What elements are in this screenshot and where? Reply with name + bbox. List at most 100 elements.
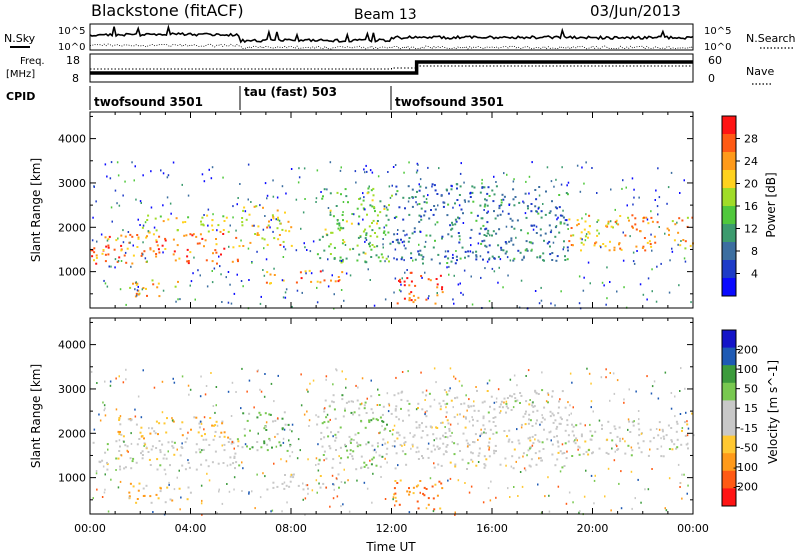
heatmap-cell <box>434 448 436 451</box>
heatmap-cell <box>414 299 417 302</box>
heatmap-cell <box>620 470 622 473</box>
heatmap-cell <box>229 283 231 286</box>
heatmap-cell <box>454 397 456 400</box>
heatmap-cell <box>666 202 668 205</box>
heatmap-cell <box>106 443 109 446</box>
heatmap-cell <box>554 214 557 217</box>
heatmap-cell <box>391 240 394 243</box>
heatmap-cell <box>513 374 516 377</box>
heatmap-cell <box>495 397 498 400</box>
heatmap-cell <box>561 390 564 393</box>
heatmap-cell <box>281 185 284 188</box>
heatmap-cell <box>305 272 307 275</box>
heatmap-cell <box>101 252 104 255</box>
heatmap-cell <box>200 220 202 223</box>
heatmap-cell <box>241 221 244 224</box>
heatmap-cell <box>606 297 608 300</box>
heatmap-cell <box>93 247 96 250</box>
heatmap-cell <box>527 369 530 372</box>
heatmap-cell <box>248 412 251 415</box>
heatmap-cell <box>359 444 362 447</box>
heatmap-cell <box>447 436 449 439</box>
heatmap-cell <box>153 226 156 229</box>
heatmap-cell <box>383 429 386 431</box>
heatmap-cell <box>618 482 620 485</box>
heatmap-cell <box>406 277 409 280</box>
heatmap-cell <box>221 301 223 303</box>
heatmap-cell <box>324 407 326 410</box>
heatmap-cell <box>187 384 190 387</box>
heatmap-cell <box>341 370 343 373</box>
heatmap-cell <box>678 217 681 220</box>
heatmap-cell <box>453 302 455 305</box>
heatmap-cell <box>356 445 359 448</box>
heatmap-cell <box>376 419 379 422</box>
heatmap-cell <box>477 461 480 463</box>
heatmap-cell <box>534 290 537 292</box>
heatmap-cell <box>186 260 189 263</box>
heatmap-cell <box>256 232 259 235</box>
heatmap-cell <box>610 509 612 512</box>
heatmap-cell <box>368 419 371 422</box>
heatmap-cell <box>667 186 670 189</box>
heatmap-cell <box>237 440 240 443</box>
heatmap-cell <box>273 274 276 276</box>
heatmap-cell <box>439 437 442 440</box>
colorbar-tick-label: 15 <box>744 402 758 415</box>
heatmap-cell <box>620 507 623 510</box>
x-tick-label: 00:00 <box>677 522 709 535</box>
heatmap-cell <box>581 166 583 169</box>
heatmap-cell <box>480 432 483 435</box>
heatmap-cell <box>171 417 173 420</box>
heatmap-cell <box>284 423 287 426</box>
heatmap-cell <box>587 453 590 456</box>
heatmap-cell <box>574 439 576 442</box>
heatmap-cell <box>361 402 363 405</box>
heatmap-cell <box>476 419 479 422</box>
heatmap-cell <box>343 468 345 471</box>
heatmap-cell <box>497 244 500 247</box>
heatmap-cell <box>150 448 153 451</box>
heatmap-cell <box>385 214 388 217</box>
heatmap-cell <box>365 239 368 241</box>
heatmap-cell <box>494 416 497 419</box>
heatmap-cell <box>214 430 217 433</box>
heatmap-cell <box>558 400 560 403</box>
heatmap-cell <box>356 441 358 444</box>
heatmap-cell <box>459 413 461 416</box>
heatmap-cell <box>408 511 411 514</box>
heatmap-cell <box>108 265 110 268</box>
heatmap-cell <box>245 218 248 221</box>
heatmap-cell <box>227 436 230 439</box>
heatmap-cell <box>161 244 164 247</box>
heatmap-cell <box>638 434 641 437</box>
heatmap-cell <box>579 237 582 240</box>
heatmap-cell <box>404 247 407 250</box>
heatmap-cell <box>606 266 608 269</box>
heatmap-cell <box>270 510 272 513</box>
heatmap-cell <box>393 493 396 496</box>
heatmap-cell <box>302 482 304 485</box>
heatmap-cell <box>551 252 554 254</box>
heatmap-cell <box>483 455 486 458</box>
heatmap-cell <box>670 407 673 410</box>
colorbar-tick-label: 100 <box>737 363 758 376</box>
heatmap-cell <box>229 438 232 441</box>
heatmap-cell <box>627 216 630 219</box>
heatmap-cell <box>171 445 174 448</box>
heatmap-cell <box>215 238 217 240</box>
heatmap-cell <box>117 174 120 177</box>
heatmap-cell <box>329 447 332 450</box>
heatmap-cell <box>381 420 384 423</box>
heatmap-cell <box>649 440 652 443</box>
heatmap-cell <box>557 441 560 444</box>
heatmap-cell <box>200 422 203 425</box>
heatmap-cell <box>492 421 495 423</box>
heatmap-cell <box>280 458 282 461</box>
heatmap-cell <box>529 436 531 439</box>
heatmap-cell <box>143 442 146 445</box>
velocity-colorbar-label: Velocity [m s^-1] <box>766 360 780 464</box>
heatmap-cell <box>690 301 692 304</box>
heatmap-cell <box>421 258 424 261</box>
heatmap-cell <box>369 241 371 244</box>
